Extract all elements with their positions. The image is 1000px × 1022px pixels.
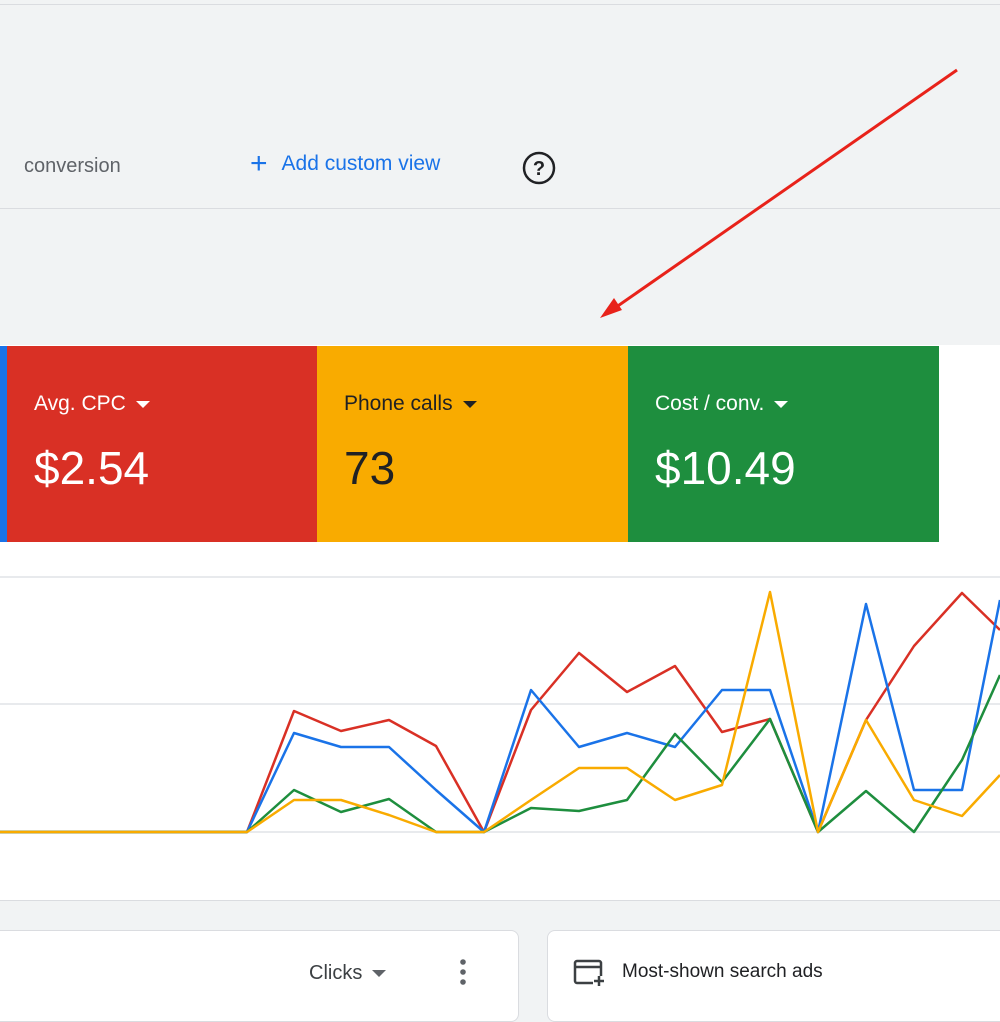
metric-value: $2.54	[34, 442, 150, 494]
metric-label-text: Avg. CPC	[34, 392, 126, 415]
divider	[0, 208, 1000, 209]
dropdown-caret	[774, 400, 789, 408]
divider	[0, 900, 1000, 901]
help-icon[interactable]: ?	[521, 150, 557, 186]
page: conversion + Add custom view ? Avg. CPC …	[0, 4, 1000, 1022]
metric-value: $10.49	[655, 442, 796, 494]
view-tab[interactable]: conversion	[24, 155, 121, 177]
add-custom-view[interactable]: + Add custom view	[250, 147, 441, 180]
metric-label-text: Phone calls	[344, 392, 453, 415]
metric-card[interactable]: Avg. CPC $2.54	[7, 346, 318, 542]
table-card: Clicks	[0, 930, 519, 1022]
metric-dropdown-text: Clicks	[309, 962, 363, 984]
ads-card-title: Most-shown search ads	[622, 961, 823, 982]
metric-label: Cost / conv.	[655, 392, 789, 416]
metric-label: Avg. CPC	[34, 392, 150, 416]
add-custom-view-text: Add custom view	[281, 152, 441, 175]
dropdown-caret	[135, 400, 150, 408]
metric-label-text: Cost / conv.	[655, 392, 765, 415]
metric-card[interactable]: Phone calls 73	[317, 346, 628, 542]
ads-card: Most-shown search ads	[547, 930, 1000, 1022]
metric-dropdown[interactable]: Clicks	[309, 962, 387, 985]
metric-card[interactable]: Cost / conv. $10.49	[628, 346, 939, 542]
top-border	[0, 4, 1000, 5]
plus-icon: +	[250, 147, 268, 180]
metric-value: 73	[344, 442, 396, 494]
more-menu[interactable]	[453, 957, 473, 989]
dropdown-caret	[462, 400, 477, 408]
ads-icon	[573, 959, 605, 986]
svg-text:?: ?	[533, 158, 545, 180]
metric-card-edge	[0, 346, 7, 542]
dropdown-caret	[372, 970, 387, 977]
metric-label: Phone calls	[344, 392, 477, 416]
